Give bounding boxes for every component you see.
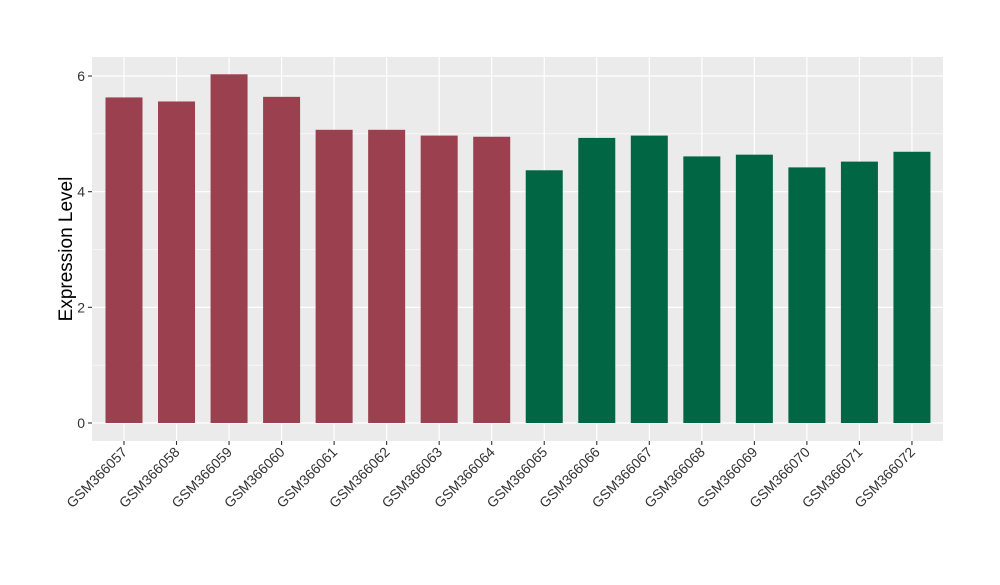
y-axis-title: Expression Level (56, 177, 77, 322)
bar-GSM366061 (315, 129, 353, 424)
y-axis: 0 2 4 6 (77, 68, 92, 431)
bar-GSM366071 (840, 161, 878, 423)
bar-GSM366067 (630, 135, 668, 423)
y-tick-label: 0 (77, 415, 85, 431)
y-tick-label: 4 (77, 184, 85, 200)
bar-GSM366057 (105, 97, 143, 423)
bar-GSM366069 (735, 154, 773, 423)
y-tick-label: 2 (77, 299, 85, 315)
bar-GSM366065 (525, 170, 563, 423)
bar-GSM366062 (368, 129, 406, 424)
x-axis: GSM366057GSM366058GSM366059GSM366060GSM3… (63, 441, 918, 511)
bars (105, 74, 931, 424)
bar-GSM366068 (683, 156, 721, 424)
y-tick-label: 6 (77, 68, 85, 84)
bar-GSM366063 (420, 135, 458, 423)
bar-GSM366064 (473, 136, 511, 423)
bar-GSM366066 (578, 137, 616, 423)
bar-GSM366060 (263, 96, 301, 423)
bar-GSM366058 (158, 101, 196, 423)
bar-GSM366072 (893, 151, 931, 424)
bar-GSM366059 (210, 74, 248, 424)
bar-GSM366070 (788, 167, 826, 423)
